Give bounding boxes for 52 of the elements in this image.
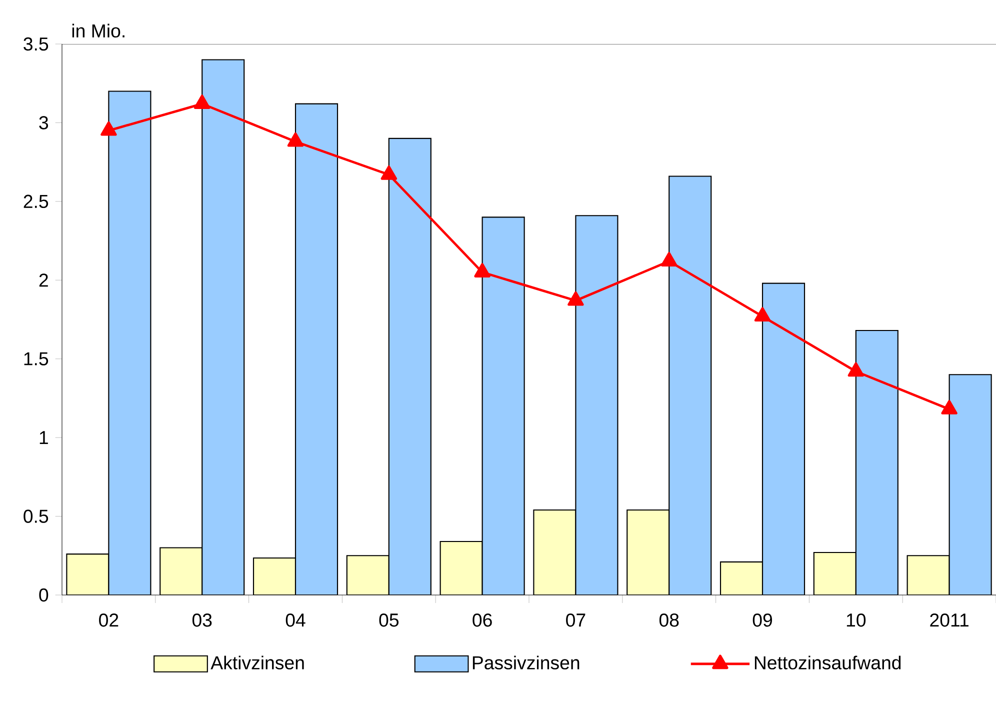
bar [388,138,432,595]
point [194,94,210,110]
x-tick-label: 07 [566,613,586,627]
bar [626,509,670,595]
legend-label: Nettozinsaufwand [754,656,901,670]
x-tick-label: 08 [659,613,679,627]
y-tick-label: 0 [39,588,48,602]
bar [482,216,525,595]
x-tick-label: 05 [379,613,398,627]
x-tick-label: 04 [286,613,306,627]
bar [720,561,764,595]
y-tick-label: 3 [39,116,48,130]
y-axis-title: in Mio. [72,24,124,38]
bar [813,552,856,595]
point [754,307,771,322]
x-tick-label: 09 [752,613,772,627]
x-tick-label: 10 [846,613,866,627]
bar [855,330,898,595]
y-tick-label: 2 [39,274,48,287]
legend-label: Aktivzinsen [210,656,304,670]
y-tick-label: 3.5 [24,37,48,51]
point [660,252,678,266]
point [474,263,490,278]
legend-label: Passivzinsen [472,656,580,670]
bar [160,547,203,595]
bar [66,554,110,595]
point [568,291,584,306]
x-tick-label: 06 [472,613,492,627]
x-tick-label: 02 [99,613,118,627]
bar [202,59,245,595]
y-tick-label: 1.5 [24,352,48,366]
bar [252,557,296,595]
x-tick-label: 2011 [930,613,968,627]
y-tick-label: 1 [40,431,48,444]
bar [668,176,712,595]
bar [294,103,338,595]
bar [762,282,806,595]
bar [440,540,483,595]
bar [906,555,950,595]
bar [533,509,576,595]
bar [575,215,618,595]
bar [346,555,390,595]
x-tick-label: 03 [192,613,212,627]
point [380,165,398,180]
y-tick-label: 0.5 [24,510,48,523]
point [287,132,304,147]
point [100,121,117,136]
point [941,400,958,414]
y-tick-label: 2.5 [24,194,48,208]
bar [108,90,152,595]
bar [948,374,992,595]
point [848,362,864,377]
